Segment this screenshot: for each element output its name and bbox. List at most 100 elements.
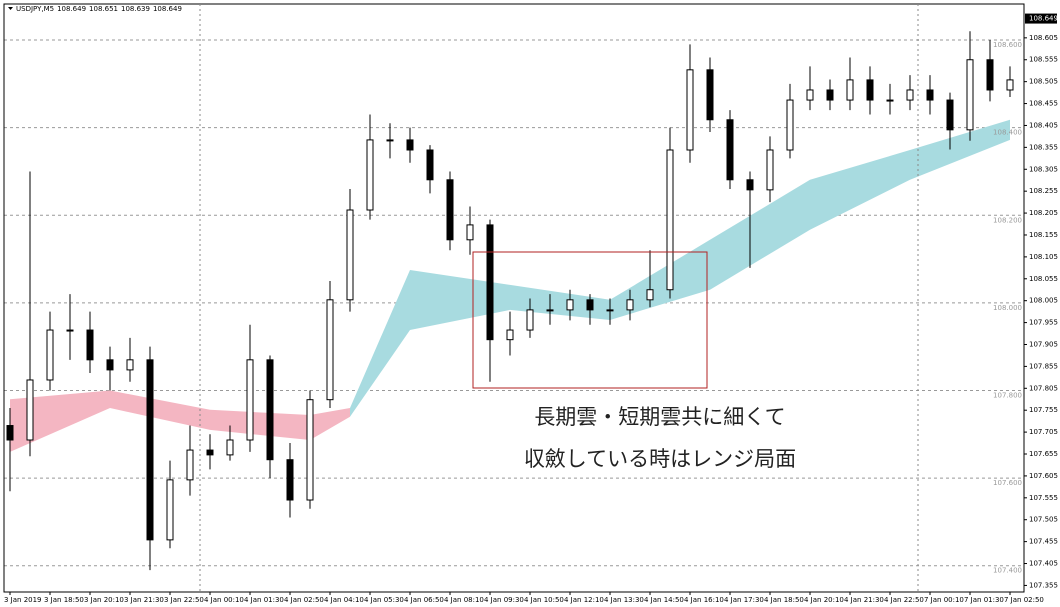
x-tick-label: 4 Jan 08:10: [444, 596, 484, 604]
x-tick-label: 4 Jan 01:30: [244, 596, 284, 604]
candle-body: [426, 149, 434, 181]
x-tick-label: 4 Jan 09:30: [484, 596, 524, 604]
level-label: 108.000: [993, 304, 1022, 312]
candle-body: [786, 99, 794, 151]
y-tick-label: 108.605: [1029, 34, 1058, 42]
x-tick-label: 4 Jan 21:30: [844, 596, 884, 604]
header: USDJPY,M5 108.649 108.651 108.639 108.649: [16, 5, 182, 13]
y-tick-label: 108.205: [1029, 209, 1058, 217]
candle-body: [866, 79, 874, 101]
y-tick-label: 108.155: [1029, 231, 1058, 239]
candle-body: [986, 59, 994, 91]
candle-body: [506, 329, 514, 341]
candle-body: [226, 439, 234, 456]
candle-body: [126, 359, 134, 371]
y-tick-label: 107.755: [1029, 406, 1058, 414]
candle-body: [66, 329, 74, 332]
candle-body: [466, 224, 474, 241]
candle-body: [826, 89, 834, 101]
candle-body: [706, 69, 714, 121]
header-field: 108.649: [153, 5, 182, 13]
x-tick-label: 4 Jan 04:10: [324, 596, 364, 604]
annotation: 長期雲・短期雲共に細くて: [534, 405, 785, 429]
candle-body: [486, 224, 494, 341]
candle-body: [766, 149, 774, 191]
candle-body: [646, 289, 654, 301]
x-tick-label: 4 Jan 02:50: [284, 596, 324, 604]
candle-body: [366, 139, 374, 211]
candle-body: [626, 299, 634, 311]
candle-body: [1006, 79, 1014, 91]
candle-body: [966, 59, 974, 131]
x-tick-label: 4 Jan 05:30: [364, 596, 404, 604]
header-field: 108.649: [57, 5, 86, 13]
y-tick-label: 107.955: [1029, 319, 1058, 327]
x-tick-label: 3 Jan 21:30: [124, 596, 164, 604]
x-tick-label: 3 Jan 22:50: [164, 596, 204, 604]
level-label: 107.600: [993, 479, 1022, 487]
x-tick-label: 4 Jan 13:30: [604, 596, 644, 604]
y-tick-label: 107.555: [1029, 494, 1058, 502]
candle-body: [146, 359, 154, 541]
candle-body: [606, 309, 614, 312]
header-field: 108.651: [89, 5, 118, 13]
ichimoku-cloud: [350, 119, 1010, 417]
x-tick-label: 4 Jan 17:30: [724, 596, 764, 604]
candle-body: [306, 399, 314, 501]
x-tick-label: 4 Jan 06:50: [404, 596, 444, 604]
header-field: USDJPY,M5: [16, 5, 54, 13]
candle-body: [946, 99, 954, 131]
x-tick-label: 7 Jan 00:10: [924, 596, 964, 604]
candle-body: [6, 425, 14, 441]
candle-body: [266, 359, 274, 461]
candle-body: [666, 149, 674, 291]
candle-body: [206, 449, 214, 456]
y-tick-label: 108.005: [1029, 297, 1058, 305]
ichimoku-cloud: [10, 390, 350, 452]
x-tick-label: 7 Jan 02:50: [1004, 596, 1044, 604]
candle-body: [686, 69, 694, 151]
candle-body: [846, 79, 854, 101]
candle-body: [886, 99, 894, 102]
x-tick-label: 7 Jan 01:30: [964, 596, 1004, 604]
annotation: 収斂している時はレンジ局面: [524, 447, 796, 471]
y-tick-label: 108.105: [1029, 253, 1058, 261]
x-tick-label: 4 Jan 14:50: [644, 596, 684, 604]
x-tick-label: 4 Jan 16:10: [684, 596, 724, 604]
candle-body: [566, 299, 574, 311]
candle-body: [46, 329, 54, 381]
candle-body: [326, 299, 334, 401]
y-tick-label: 107.505: [1029, 516, 1058, 524]
y-tick-label: 108.255: [1029, 187, 1058, 195]
plot-border: [3, 3, 1025, 593]
plot-area: [4, 31, 1024, 571]
level-label: 108.600: [993, 41, 1022, 49]
y-tick-label: 108.505: [1029, 78, 1058, 86]
x-tick-label: 3 Jan 2019: [4, 596, 42, 604]
menu-triangle[interactable]: [8, 7, 13, 10]
candle-body: [186, 449, 194, 481]
y-tick-label: 108.405: [1029, 121, 1058, 129]
range-box: [472, 251, 708, 389]
candle-body: [386, 139, 394, 142]
candle-body: [746, 179, 754, 191]
y-tick-label: 107.805: [1029, 384, 1058, 392]
y-tick-label: 108.305: [1029, 165, 1058, 173]
x-tick-label: 4 Jan 12:10: [564, 596, 604, 604]
x-tick-label: 4 Jan 18:50: [764, 596, 804, 604]
x-tick-label: 4 Jan 10:50: [524, 596, 564, 604]
x-tick-label: 4 Jan 20:10: [804, 596, 844, 604]
level-label: 108.200: [993, 216, 1022, 224]
candle-body: [806, 89, 814, 101]
level-label: 107.400: [993, 567, 1022, 575]
x-tick-label: 3 Jan 18:50: [44, 596, 84, 604]
y-tick-label: 107.905: [1029, 340, 1058, 348]
candle-body: [726, 119, 734, 181]
x-tick-label: 4 Jan 22:50: [884, 596, 924, 604]
candle-body: [246, 359, 254, 441]
level-label: 108.400: [993, 129, 1022, 137]
y-tick-label: 108.555: [1029, 56, 1058, 64]
candle-body: [166, 479, 174, 541]
last-price-label: 108.649: [1029, 15, 1058, 23]
